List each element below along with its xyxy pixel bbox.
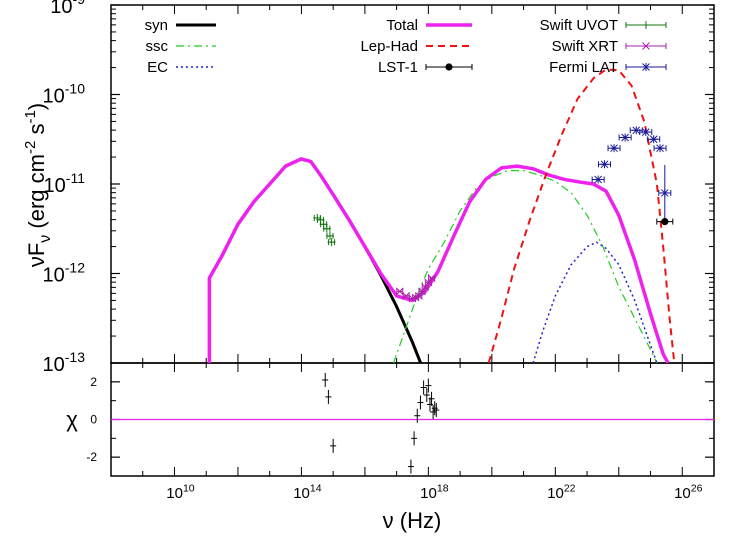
marker-d2 [642, 42, 650, 50]
legend-label-lephad: Lep-Had [360, 38, 418, 55]
data-uvot-5 [327, 238, 336, 247]
data-lat-2 [607, 144, 621, 153]
residual-point-3 [407, 459, 414, 474]
res-y-tick-label-0: 2 [90, 375, 97, 389]
x-tick-label-1: 1014 [293, 482, 322, 502]
x-tick-label-2: 1018 [420, 482, 449, 502]
legend-label-ssc: ssc [146, 38, 169, 55]
residual-point-12 [430, 404, 437, 419]
data-xrt-0 [395, 287, 404, 296]
sed-y-axis-label: νFν (erg cm-2 s-1) [22, 103, 54, 267]
data-lat-4 [629, 126, 643, 135]
residual-point-10 [426, 397, 433, 412]
legend-label-syn: syn [145, 17, 168, 34]
data-lat-1 [598, 160, 612, 169]
residual-point-14 [433, 403, 440, 418]
data-xrt-4 [414, 292, 423, 300]
data-lat-8 [658, 164, 672, 223]
x-tick-label-3: 1022 [547, 482, 576, 502]
xlabel-rest: (Hz) [394, 508, 442, 533]
curve-total [207, 157, 670, 363]
legend-marker [445, 63, 453, 71]
xlabel-nu: ν [383, 508, 394, 533]
data-lat-3 [618, 133, 632, 142]
residual-point-1 [325, 389, 332, 404]
data-uvot-4 [325, 231, 334, 240]
legend-key-uvot [625, 21, 667, 29]
residual-point-4 [411, 431, 418, 446]
marker-dot [445, 63, 453, 71]
y-tick-label-4: 10-9 [50, 0, 85, 18]
ylabel-exp1: -2 [22, 141, 39, 154]
sed-model-curves [207, 68, 676, 363]
legend-key-xrt [625, 42, 667, 50]
data-xrt-6 [421, 283, 430, 291]
residual-point-0 [322, 372, 329, 387]
legend-key-lat [625, 63, 667, 71]
legend-marker [642, 63, 650, 71]
sed-data-points [313, 126, 674, 303]
residual-point-6 [417, 395, 424, 410]
ylabel-f: F [24, 243, 49, 256]
data-lst1-0 [656, 217, 674, 226]
ylabel-mid: s [24, 124, 49, 141]
ylabel-rest: (erg cm [24, 154, 49, 235]
y-tick-label-0: 10-13 [43, 349, 86, 376]
data-xrt-8 [427, 274, 436, 282]
x-tick-label-0: 1010 [166, 482, 195, 502]
legend-marker [642, 42, 650, 50]
residual-point-5 [414, 408, 421, 423]
legend-label-ec: EC [147, 59, 168, 76]
y-tick-label-3: 10-10 [43, 81, 86, 108]
marker-d2 [642, 63, 650, 71]
data-lat-0 [591, 175, 605, 184]
y-tick-label-2: 10-11 [44, 170, 86, 197]
curve-lephad [487, 68, 676, 363]
residual-point-8 [423, 388, 430, 403]
residual-y-ticks: 2 0 -2 [86, 375, 714, 464]
data-xrt-5 [418, 287, 426, 296]
residual-data-points [322, 372, 440, 474]
x-tick-label-4: 1026 [674, 482, 703, 502]
residual-point-13 [431, 401, 438, 416]
curve-ssc [392, 170, 658, 363]
legend-label-lat: Fermi LAT [549, 59, 618, 76]
data-lat-5 [639, 128, 653, 137]
data-xrt-7 [424, 278, 433, 287]
legend-label-xrt: Swift XRT [552, 38, 618, 55]
residual-point-11 [428, 391, 435, 406]
x-ticks: 1010 1014 1018 1022 1026 [110, 5, 715, 502]
legend: syn ssc EC Total Lep-Had LST-1 Swift UVOT Swift… [145, 17, 667, 76]
ylabel-end: ) [24, 103, 49, 110]
y-tick-label-1: 10-12 [43, 260, 86, 287]
x-axis-label: ν (Hz) [383, 508, 442, 533]
data-lat-6 [647, 135, 661, 144]
sed-y-ticks: 10-13 10-12 10-11 10-10 10-9 [43, 0, 714, 376]
legend-marker [642, 21, 650, 29]
data-lat-7 [653, 144, 667, 153]
legend-label-uvot: Swift UVOT [540, 17, 618, 34]
legend-label-lst1: LST-1 [378, 59, 418, 76]
residual-point-7 [420, 380, 427, 395]
residual-point-2 [330, 438, 337, 453]
res-y-tick-label-2: -2 [86, 450, 97, 464]
residual-y-axis-label: χ [66, 407, 78, 432]
ylabel-nu: ν [24, 256, 49, 267]
legend-key-lst1 [425, 63, 473, 71]
residual-point-9 [425, 378, 432, 393]
data-uvot-3 [322, 224, 331, 233]
ylabel-sub: ν [37, 235, 54, 243]
curve-ec [532, 241, 658, 363]
res-y-tick-label-1: 0 [90, 413, 97, 427]
ylabel-exp2: -1 [22, 110, 39, 123]
legend-label-total: Total [386, 17, 418, 34]
